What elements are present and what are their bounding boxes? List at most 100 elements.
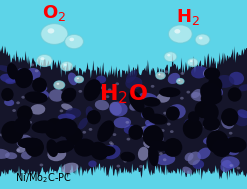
Ellipse shape xyxy=(66,136,76,142)
Circle shape xyxy=(178,80,180,81)
Ellipse shape xyxy=(74,139,96,157)
Ellipse shape xyxy=(148,145,159,166)
Circle shape xyxy=(69,38,74,41)
Ellipse shape xyxy=(166,106,180,121)
Ellipse shape xyxy=(16,101,20,104)
Ellipse shape xyxy=(201,91,222,105)
Ellipse shape xyxy=(33,90,49,101)
Ellipse shape xyxy=(139,93,157,101)
Ellipse shape xyxy=(5,78,17,84)
Ellipse shape xyxy=(126,138,130,141)
Ellipse shape xyxy=(191,113,195,116)
Ellipse shape xyxy=(159,152,163,155)
Ellipse shape xyxy=(113,133,116,136)
Circle shape xyxy=(54,81,65,89)
Ellipse shape xyxy=(147,114,168,125)
Ellipse shape xyxy=(30,104,45,115)
Ellipse shape xyxy=(68,73,78,85)
Ellipse shape xyxy=(89,128,92,131)
Ellipse shape xyxy=(129,103,138,111)
Circle shape xyxy=(75,76,83,83)
Ellipse shape xyxy=(143,125,164,147)
Ellipse shape xyxy=(168,104,186,119)
Ellipse shape xyxy=(120,152,135,162)
Circle shape xyxy=(199,37,203,40)
Ellipse shape xyxy=(55,118,78,137)
Ellipse shape xyxy=(148,134,164,145)
Ellipse shape xyxy=(228,93,232,96)
Text: H$_2$O: H$_2$O xyxy=(99,83,148,106)
Ellipse shape xyxy=(14,117,31,134)
Ellipse shape xyxy=(185,120,198,131)
Ellipse shape xyxy=(40,163,43,166)
Ellipse shape xyxy=(143,139,155,148)
Ellipse shape xyxy=(49,89,64,102)
Ellipse shape xyxy=(183,167,192,174)
Text: Ni/Mo$_2$C-PC: Ni/Mo$_2$C-PC xyxy=(15,171,72,185)
Ellipse shape xyxy=(142,123,153,135)
Ellipse shape xyxy=(168,73,180,84)
Ellipse shape xyxy=(233,113,247,126)
Ellipse shape xyxy=(98,130,102,133)
Ellipse shape xyxy=(211,111,215,114)
Ellipse shape xyxy=(86,106,93,118)
Ellipse shape xyxy=(70,136,83,146)
Ellipse shape xyxy=(7,63,18,80)
Circle shape xyxy=(174,29,180,34)
Ellipse shape xyxy=(218,136,233,144)
Ellipse shape xyxy=(209,120,219,131)
Ellipse shape xyxy=(5,134,9,136)
Ellipse shape xyxy=(184,119,197,133)
Ellipse shape xyxy=(68,133,80,143)
Ellipse shape xyxy=(213,147,216,150)
Ellipse shape xyxy=(237,167,240,170)
Ellipse shape xyxy=(15,68,33,88)
Ellipse shape xyxy=(96,76,106,83)
Ellipse shape xyxy=(220,160,232,172)
Ellipse shape xyxy=(0,65,15,73)
Ellipse shape xyxy=(221,156,240,169)
Ellipse shape xyxy=(151,85,154,88)
Ellipse shape xyxy=(34,81,47,91)
Ellipse shape xyxy=(215,75,234,88)
Ellipse shape xyxy=(164,141,182,156)
Ellipse shape xyxy=(46,139,58,157)
Ellipse shape xyxy=(139,126,155,139)
Text: H$_2$: H$_2$ xyxy=(176,7,200,27)
Ellipse shape xyxy=(32,120,56,133)
Ellipse shape xyxy=(197,108,201,111)
Ellipse shape xyxy=(203,116,220,131)
Ellipse shape xyxy=(161,74,164,77)
Ellipse shape xyxy=(224,137,247,153)
Ellipse shape xyxy=(141,109,154,119)
Text: O$_2$: O$_2$ xyxy=(42,3,66,23)
Ellipse shape xyxy=(164,138,182,157)
Ellipse shape xyxy=(124,125,138,134)
Ellipse shape xyxy=(82,131,86,134)
Ellipse shape xyxy=(139,165,143,168)
Ellipse shape xyxy=(102,145,121,159)
Ellipse shape xyxy=(44,118,64,139)
Ellipse shape xyxy=(221,108,238,126)
Ellipse shape xyxy=(186,91,190,94)
Circle shape xyxy=(167,54,170,57)
Ellipse shape xyxy=(61,88,76,103)
Circle shape xyxy=(65,34,83,49)
Ellipse shape xyxy=(26,143,29,145)
Ellipse shape xyxy=(60,109,63,112)
Ellipse shape xyxy=(117,165,120,167)
Ellipse shape xyxy=(95,100,109,110)
Ellipse shape xyxy=(87,110,101,124)
Ellipse shape xyxy=(239,84,247,91)
Ellipse shape xyxy=(191,92,204,101)
Ellipse shape xyxy=(197,148,211,159)
Ellipse shape xyxy=(172,146,176,149)
Ellipse shape xyxy=(10,65,14,68)
Ellipse shape xyxy=(228,87,242,102)
Circle shape xyxy=(61,61,73,71)
Ellipse shape xyxy=(229,132,232,135)
Ellipse shape xyxy=(129,91,144,112)
Ellipse shape xyxy=(25,138,44,157)
Circle shape xyxy=(164,52,177,62)
Circle shape xyxy=(187,58,198,67)
